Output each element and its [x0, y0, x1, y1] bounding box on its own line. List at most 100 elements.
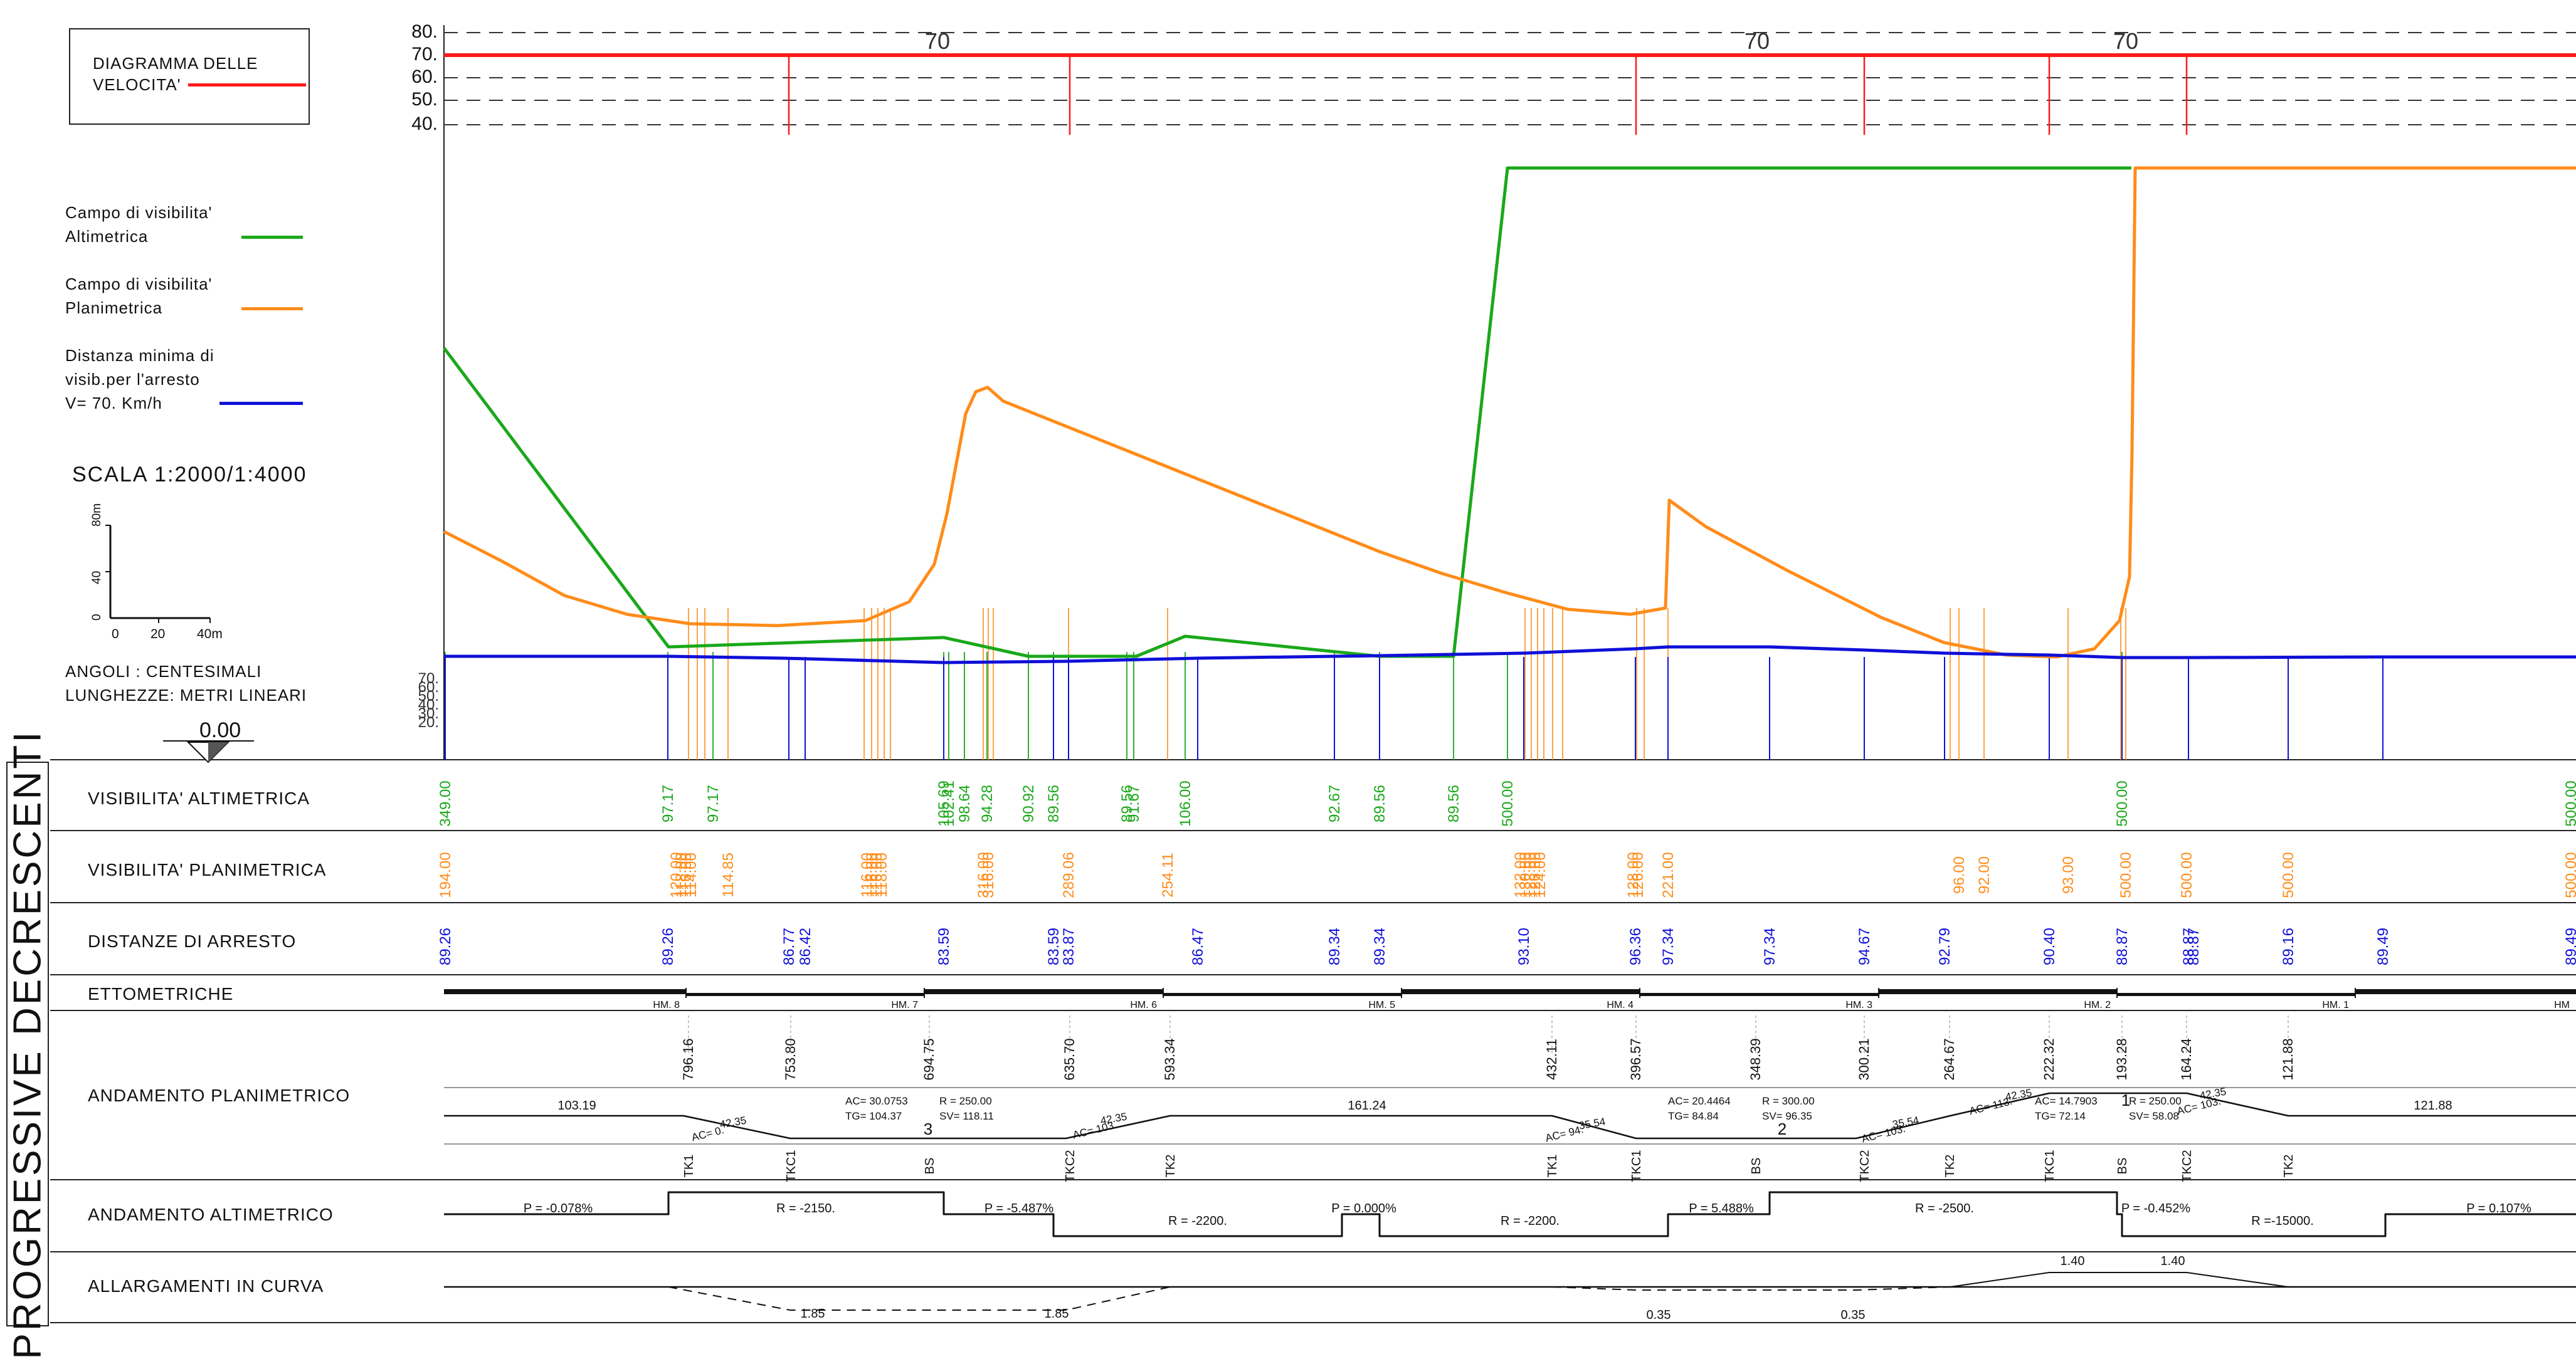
- etto-hm-label-1: HM. 7: [891, 1000, 918, 1010]
- plan-alignment: 796.16 TK1 753.80 TKC1 694.75 BS 635.70 TKC2 593…: [444, 1015, 2576, 1182]
- curve-point-label-3: TKC2: [1064, 1150, 1077, 1182]
- widening-label-1: 1.40: [2161, 1254, 2185, 1268]
- speed-tick-label-1: 70.: [411, 44, 438, 65]
- plan-alignment-line: [444, 1092, 2576, 1140]
- alt-value-0: 349.00: [437, 780, 454, 826]
- datum-triangle-fill: [208, 742, 228, 762]
- alt-value-7: 90.92: [1020, 785, 1037, 822]
- widening-label-2: 1.85: [801, 1307, 825, 1321]
- clothoid-label-3: AC= 103.: [1072, 1119, 1118, 1141]
- alt-value-16: 500.00: [2114, 780, 2131, 826]
- progressive-label-0: 796.16: [680, 1038, 696, 1080]
- etto-seg-6: [1879, 989, 2117, 994]
- etto-seg-8: [2355, 989, 2576, 994]
- curve-number-1: 2: [1778, 1120, 1787, 1138]
- alt-value-12: 92.67: [1326, 785, 1343, 822]
- row-title-alt: VISIBILITA' ALTIMETRICA: [88, 789, 310, 808]
- progressive-label-6: 396.57: [1628, 1038, 1644, 1080]
- stop-value-22: 89.49: [2563, 928, 2576, 965]
- etto-seg-0: [444, 989, 686, 994]
- altimetric-legend-label: Campo di visibilita': [65, 203, 213, 222]
- row-title-plan: VISIBILITA' PLANIMETRICA: [88, 860, 327, 879]
- plan-value-2: 118.00: [673, 853, 690, 898]
- stop-value-20: 89.16: [2280, 928, 2297, 965]
- scale-h-0: 0: [112, 627, 119, 641]
- curve-point-label-13: TK2: [2282, 1155, 2296, 1178]
- stopping-legend-label: Distanza minima di: [65, 346, 214, 365]
- clothoid-label-1: AC= 0.: [690, 1124, 725, 1143]
- plan-value-9: 118.00: [874, 853, 890, 898]
- plan-value-23: 92.00: [1976, 856, 1993, 894]
- clothoid-label-7: AC= 103.: [1861, 1123, 1907, 1145]
- curve-point-label-4: TK2: [1164, 1155, 1178, 1178]
- plan-value-1: 120.00: [668, 852, 685, 898]
- curve-sv-0: SV= 118.11: [939, 1110, 994, 1122]
- plan-value-4: 114.00: [683, 853, 700, 898]
- alt-value-8: 89.56: [1045, 785, 1062, 822]
- etto-seg-5: [1640, 993, 1879, 996]
- stop-value-15: 92.79: [1936, 928, 1953, 965]
- etto-hm-label-4: HM. 4: [1607, 1000, 1634, 1010]
- etto-hm-label-6: HM. 2: [2084, 1000, 2111, 1010]
- widening-curve-2: [1551, 1286, 1951, 1291]
- stop-value-16: 90.40: [2041, 928, 2058, 965]
- alt-value-10: 91.67: [1126, 785, 1143, 822]
- alt-value-6: 94.28: [979, 785, 996, 822]
- plan-value-5: 114.85: [720, 853, 737, 898]
- stop-value-5: 83.59: [1045, 928, 1062, 965]
- vis-tick-label-1: 60.: [418, 679, 439, 696]
- alt-value-9: 89.56: [1119, 785, 1136, 822]
- grade-label-1: R = -2150.: [776, 1202, 835, 1215]
- scale-h-20: 20: [150, 627, 166, 641]
- row-title-plani: ANDAMENTO PLANIMETRICO: [88, 1086, 351, 1105]
- progressive-label-4: 593.34: [1162, 1038, 1178, 1080]
- clothoid-label-5: AC= 94.: [1544, 1123, 1585, 1144]
- plan-value-28: 500.00: [2563, 852, 2576, 898]
- progressive-label-1: 753.80: [783, 1038, 798, 1080]
- stop-value-7: 86.47: [1190, 928, 1206, 965]
- progressive-label-9: 264.67: [1941, 1038, 1957, 1080]
- stop-value-0: 89.26: [437, 928, 454, 965]
- curve-r-0: R = 250.00: [939, 1095, 992, 1107]
- curve-point-label-5: TK1: [1546, 1155, 1560, 1178]
- alt-value-14: 89.56: [1445, 785, 1462, 822]
- alt-value-2: 97.17: [705, 785, 722, 822]
- grade-label-6: P = 5.488%: [1689, 1202, 1754, 1215]
- alt-value-1: 97.17: [660, 785, 677, 822]
- plan-value-6: 116.00: [858, 853, 875, 898]
- vis-tick-label-4: 30.: [418, 705, 439, 722]
- stop-value-9: 89.34: [1371, 928, 1388, 965]
- stop-value-21: 89.49: [2375, 928, 2392, 965]
- plan-value-3: 116.00: [678, 853, 695, 898]
- progressive-label-10: 222.32: [2041, 1038, 2057, 1080]
- visibility-diagram: 70.60.50.40.30.20.: [418, 166, 2576, 760]
- speed-label-1: 70: [1745, 28, 1770, 54]
- plan-value-15: 130.00: [1517, 852, 1534, 898]
- etto-hm-label-2: HM. 6: [1130, 1000, 1157, 1010]
- plan-value-16: 128.00: [1522, 852, 1539, 898]
- plan-value-18: 124.00: [1532, 852, 1549, 898]
- stop-value-13: 97.34: [1761, 928, 1778, 965]
- speed-swatch: [188, 83, 306, 87]
- grade-label-10: P = 0.107%: [2466, 1202, 2531, 1215]
- speed-tick-label-2: 60.: [411, 66, 438, 87]
- scale-h-40: 40m: [197, 627, 223, 641]
- alt-value-5: 98.64: [956, 785, 973, 822]
- curve-point-label-6: TKC1: [1630, 1150, 1644, 1182]
- speed-label-2: 70: [2113, 28, 2138, 54]
- curve-point-label-9: TK2: [1943, 1155, 1957, 1178]
- plan-segment-0: 103.19: [557, 1099, 596, 1113]
- alt-value-13: 89.56: [1371, 785, 1388, 822]
- stop-value-11: 96.36: [1627, 928, 1644, 965]
- clothoid-label-9: AC= 113.: [1968, 1095, 2014, 1117]
- plan-value-22: 96.00: [1951, 856, 1968, 894]
- stop-value-4: 83.59: [936, 928, 953, 965]
- progressive-label-11: 193.28: [2114, 1038, 2130, 1080]
- grade-label-0: P = -0.078%: [524, 1202, 593, 1215]
- curve-ac-2: AC= 14.7903: [2035, 1095, 2098, 1107]
- curve-tg-2: TG= 72.14: [2035, 1110, 2086, 1122]
- stop-value-3: 86.42: [797, 928, 814, 965]
- angles-note: ANGOLI : CENTESIMALI: [65, 662, 262, 681]
- curve-tg-1: TG= 84.84: [1668, 1110, 1719, 1122]
